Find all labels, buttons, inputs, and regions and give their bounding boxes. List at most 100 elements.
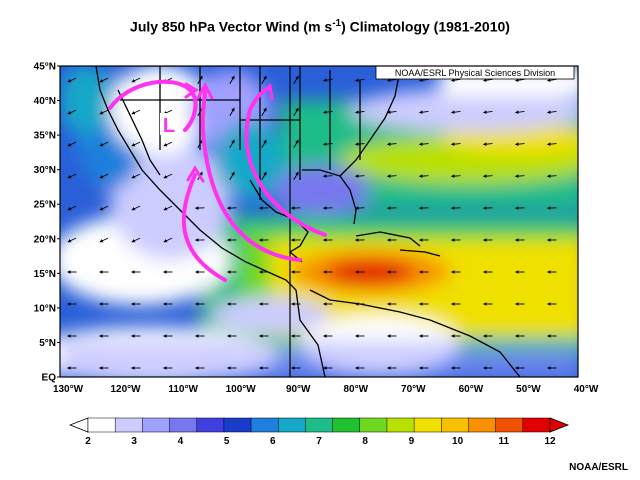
wind-vector [67,205,77,211]
credit-label: NOAA/ESRL [569,462,628,473]
flow-arrow-mexico [200,88,302,262]
wind-vector [482,142,493,146]
colorbar-over [549,417,570,433]
low-marker: L [160,113,178,137]
wind-vector [99,109,109,115]
wind-vector [261,75,267,85]
colorbar-swatch [87,417,116,433]
wind-vector [67,77,77,83]
svg-text:NOAA/ESRL Physical Sciences Di: NOAA/ESRL Physical Sciences Division [395,68,555,78]
colorbar-swatch [332,417,361,433]
wind-vector [482,174,493,178]
wind-vector [418,78,429,83]
wind-vector [293,107,299,117]
wind-vector [67,109,77,115]
wind-vector [293,75,299,85]
wind-vector [450,142,461,146]
wind-vector [67,141,77,147]
colorbar-swatch [114,417,143,433]
wind-vector [386,174,397,178]
wind-vector [99,237,109,243]
wind-vector [514,78,525,83]
wind-vector [229,75,235,85]
flow-arrow-low-circulation [108,79,198,132]
wind-vector [354,110,365,114]
wind-vector [99,173,109,179]
wind-vector [131,77,141,83]
colorbar-tick-label: 3 [131,436,137,447]
wind-vector [418,110,429,114]
wind-vector [354,142,365,146]
provider-label: NOAA/ESRL Physical Sciences Division [375,65,575,80]
wind-vector [293,171,299,181]
lat-label: 20°N [34,234,56,245]
latitude-labels: 45°N 40°N 35°N 30°N 25°N 20°N 15°N 10°N 5°N EQ [34,62,60,384]
wind-vector [67,237,77,243]
colorbar-swatch [142,417,171,433]
colorbar-swatch [468,417,497,433]
wind-vector [67,173,77,179]
lon-label: 40°W [574,384,599,395]
wind-vector [131,173,141,179]
colorbar-tick-label: 9 [409,436,415,447]
wind-vector [354,78,365,83]
wind-vector [450,110,461,114]
wind-vector [131,109,141,115]
wind-vector [514,142,525,146]
wind-vector [163,237,173,243]
lon-label: 90°W [286,384,311,395]
lon-label: 50°W [516,384,541,395]
wind-vector [99,77,109,83]
plot-frame [59,65,579,378]
wind-vector [450,78,461,83]
colorbar-tick-label: 6 [270,436,276,447]
lat-label: 45°N [34,62,56,73]
svg-text:L: L [163,115,175,137]
wind-vector [514,110,525,114]
lat-label: 30°N [34,165,56,176]
lon-label: 110°W [168,384,198,395]
colorbar-tick-label: 5 [224,436,230,447]
colorbar-swatch [359,417,388,433]
lat-label: 35°N [34,131,56,142]
lat-label: 25°N [34,200,56,211]
colorbar-swatch [441,417,470,433]
colorbar-swatch [223,417,252,433]
wind-vector [546,78,557,83]
wind-vector [229,107,235,117]
map-title: July 850 hPa Vector Wind (m s-1) Climato… [130,18,510,35]
colorbar-swatch [413,417,442,433]
wind-vector [386,110,397,114]
flow-arrows [108,79,327,282]
wind-vector [163,141,173,147]
wind-vector [131,141,141,147]
wind-speed-field [60,66,578,377]
wind-vector [322,142,333,146]
flow-arrow-gulf-california [181,173,227,282]
lon-label: 130°W [53,384,84,395]
lat-label: 15°N [34,269,56,280]
colorbar-tick-label: 10 [452,436,464,447]
lat-label: 5°N [39,338,56,349]
colorbar-swatch [495,417,524,433]
wind-vector [482,110,493,114]
colorbar-swatch [305,417,334,433]
wind-vector [386,78,397,83]
lat-label: 10°N [34,303,56,314]
wind-vector [546,110,557,114]
lat-label: EQ [42,373,57,384]
colorbar-tick-label: 4 [178,436,184,447]
colorbar-swatch [196,417,225,433]
lon-label: 70°W [401,384,426,395]
wind-vector [386,142,397,146]
wind-vector [131,205,141,211]
wind-vector [322,78,333,83]
wind-vector [482,78,493,83]
wind-vector [546,174,557,178]
colorbar-under [68,417,89,433]
wind-vector [163,205,173,211]
wind-vector [99,141,109,147]
colorbar-swatch [386,417,415,433]
wind-vector [546,142,557,146]
